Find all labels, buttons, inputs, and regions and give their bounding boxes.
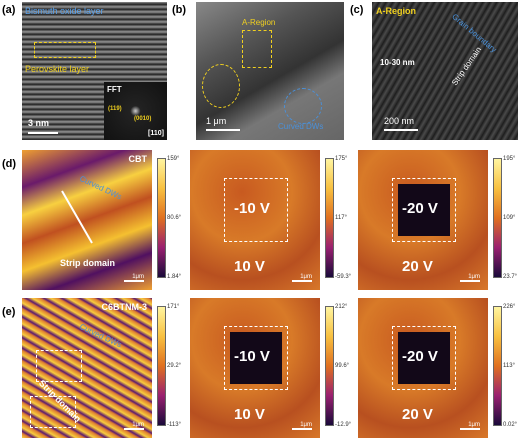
bias-box-label: -10 V bbox=[234, 200, 270, 217]
spot-label: (0010) bbox=[134, 116, 152, 122]
colorbar-label: 159° bbox=[167, 156, 180, 162]
poled-box bbox=[224, 326, 288, 390]
scale-bar bbox=[124, 428, 144, 430]
domain-label: Strip domain bbox=[60, 258, 116, 268]
layer-label: Perovskite layer bbox=[25, 64, 90, 74]
poled-area bbox=[398, 184, 450, 236]
fft-inset: FFT (119) (0010) [110] bbox=[104, 82, 167, 140]
colorbar-label: -12.9° bbox=[335, 422, 352, 428]
walls-label: Curved DWs bbox=[78, 174, 124, 202]
highlight-box bbox=[36, 350, 82, 382]
scale-bar bbox=[460, 280, 480, 282]
bias-label: 10 V bbox=[234, 406, 265, 423]
panel-label: (d) bbox=[2, 158, 17, 170]
poled-area bbox=[398, 332, 450, 384]
colorbar-label: 99.6° bbox=[335, 363, 350, 369]
scale-bar bbox=[292, 280, 312, 282]
scale-label: 1μm bbox=[300, 422, 312, 428]
colorbar-label: 171° bbox=[167, 304, 180, 310]
colorbar-label: 1.84° bbox=[167, 274, 182, 280]
region-box bbox=[242, 30, 272, 68]
colorbar-label: 195° bbox=[503, 156, 516, 162]
width-label: 10-30 nm bbox=[380, 58, 415, 67]
colorbar-label: 0.02° bbox=[503, 422, 518, 428]
walls-label: Curved DWs bbox=[278, 122, 324, 131]
colorbar-label: 109° bbox=[503, 215, 516, 221]
fft-label: FFT bbox=[107, 85, 122, 94]
afm-phase-map: -20 V 20 V 1μm bbox=[358, 298, 488, 438]
domain-label: Strip domain bbox=[450, 45, 484, 88]
panel-label: (c) bbox=[350, 4, 364, 16]
scale-bar bbox=[124, 280, 144, 282]
arrow bbox=[61, 190, 93, 244]
poled-box bbox=[224, 178, 288, 242]
scale-bar bbox=[460, 428, 480, 430]
colorbar bbox=[493, 158, 502, 278]
bias-box-label: -20 V bbox=[402, 200, 438, 217]
layer-label: Bismuth oxide layer bbox=[25, 6, 104, 16]
zone-axis: [110] bbox=[148, 130, 164, 137]
colorbar-label: 29.2° bbox=[167, 363, 182, 369]
highlight-ellipse bbox=[284, 88, 322, 124]
scale-bar bbox=[384, 129, 418, 131]
colorbar-label: 113° bbox=[503, 363, 515, 369]
scale-bar bbox=[292, 428, 312, 430]
scale-label: 1μm bbox=[468, 422, 480, 428]
afm-phase-map: -10 V 10 V 1μm bbox=[190, 150, 320, 290]
sample-label: CBT bbox=[128, 154, 148, 164]
poled-box bbox=[392, 326, 456, 390]
highlight-ellipse bbox=[202, 64, 240, 108]
region-label: A-Region bbox=[376, 6, 416, 16]
scale-label: 1μm bbox=[132, 274, 144, 280]
colorbar bbox=[493, 306, 502, 426]
colorbar-label: -113° bbox=[167, 422, 181, 428]
highlight-box bbox=[30, 396, 76, 428]
stem-image: Bismuth oxide layer Perovskite layer FFT… bbox=[22, 2, 167, 140]
panel-label: (b) bbox=[172, 4, 187, 16]
colorbar-label: 23.7° bbox=[503, 274, 518, 280]
bias-box-label: -20 V bbox=[402, 348, 438, 365]
sem-image: A-Region Curved DWs 1 μm bbox=[196, 2, 344, 140]
sample-label: C6BTNM-3 bbox=[101, 302, 147, 312]
bias-label: 10 V bbox=[234, 258, 265, 275]
scale-label: 200 nm bbox=[384, 116, 415, 126]
colorbar bbox=[157, 158, 166, 278]
bias-label: 20 V bbox=[402, 406, 433, 423]
panel-label: (a) bbox=[2, 4, 16, 16]
afm-phase-map: CBT Curved DWs Strip domain 1μm bbox=[22, 150, 152, 290]
afm-phase-map: -20 V 20 V 1μm bbox=[358, 150, 488, 290]
spot-label: (119) bbox=[108, 106, 122, 112]
colorbar bbox=[325, 158, 334, 278]
colorbar-label: 80.6° bbox=[167, 215, 182, 221]
colorbar-label: -59.3° bbox=[335, 274, 352, 280]
afm-phase-map: -10 V 10 V 1μm bbox=[190, 298, 320, 438]
highlight-box bbox=[34, 42, 96, 58]
colorbar-label: 226° bbox=[503, 304, 516, 310]
bias-label: 20 V bbox=[402, 258, 433, 275]
colorbar bbox=[325, 306, 334, 426]
scale-bar bbox=[206, 129, 240, 131]
scale-label: 1μm bbox=[468, 274, 480, 280]
tem-image: A-Region Grain boundary 10-30 nm Strip d… bbox=[372, 2, 518, 140]
colorbar-label: 175° bbox=[335, 156, 348, 162]
colorbar bbox=[157, 306, 166, 426]
colorbar-label: 117° bbox=[335, 215, 347, 221]
walls-label: Curved DWs bbox=[78, 322, 124, 350]
afm-phase-map: C6BTNM-3 Curved DWs Strip domain 1μm bbox=[22, 298, 152, 438]
poled-area bbox=[230, 332, 282, 384]
scale-label: 3 nm bbox=[28, 118, 50, 128]
bias-box-label: -10 V bbox=[234, 348, 270, 365]
panel-label: (e) bbox=[2, 306, 16, 318]
scale-label: 1μm bbox=[132, 422, 144, 428]
scale-label: 1 μm bbox=[206, 116, 227, 126]
scale-bar bbox=[28, 132, 58, 134]
scale-label: 1μm bbox=[300, 274, 312, 280]
poled-box bbox=[392, 178, 456, 242]
colorbar-label: 212° bbox=[335, 304, 348, 310]
region-label: A-Region bbox=[242, 18, 276, 27]
